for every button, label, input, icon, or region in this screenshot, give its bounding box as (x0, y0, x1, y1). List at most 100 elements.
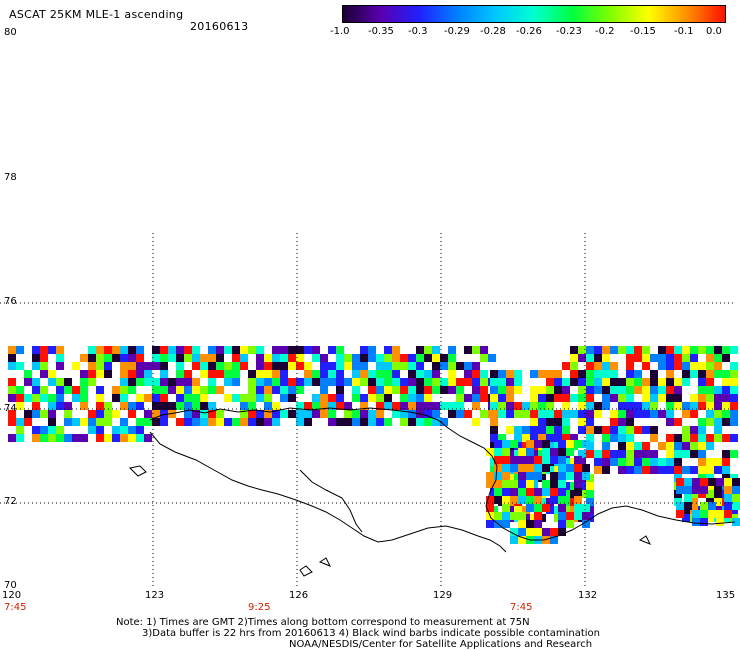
wind-cell (626, 458, 634, 466)
wind-cell (432, 370, 440, 378)
wind-cell (732, 494, 740, 502)
wind-cell (104, 418, 112, 426)
wind-cell (176, 378, 184, 386)
wind-cell (534, 464, 542, 472)
wind-cell (562, 386, 570, 394)
wind-cell (368, 346, 376, 354)
wind-cell (542, 536, 550, 544)
wind-cell (618, 394, 626, 402)
wind-cell (144, 434, 152, 442)
wind-cell (264, 386, 272, 394)
wind-cell (128, 434, 136, 442)
wind-cell (518, 528, 526, 536)
wind-cell (546, 410, 554, 418)
wind-cell (208, 362, 216, 370)
wind-cell (464, 394, 472, 402)
wind-cell (700, 478, 708, 486)
wind-cell (642, 394, 650, 402)
wind-cell (136, 402, 144, 410)
wind-cell (328, 410, 336, 418)
wind-cell (256, 418, 264, 426)
wind-cell (626, 362, 634, 370)
wind-cell (550, 528, 558, 536)
wind-cell (626, 370, 634, 378)
wind-cell (582, 440, 590, 448)
wind-cell (296, 410, 304, 418)
wind-cell (432, 378, 440, 386)
wind-cell (224, 418, 232, 426)
wind-cell (432, 418, 440, 426)
wind-cell (626, 346, 634, 354)
wind-cell (642, 426, 650, 434)
wind-cell (690, 402, 698, 410)
wind-cell (104, 346, 112, 354)
wind-cell (666, 418, 674, 426)
wind-cell (650, 402, 658, 410)
island-small-3 (318, 557, 332, 567)
wind-cell (642, 442, 650, 450)
wind-cell (424, 386, 432, 394)
wind-cell (594, 450, 602, 458)
wind-cell (400, 354, 408, 362)
wind-cell (542, 480, 550, 488)
wind-cell (416, 402, 424, 410)
wind-cell (594, 410, 602, 418)
wind-cell (312, 394, 320, 402)
wind-cell (566, 512, 574, 520)
wind-cell (578, 378, 586, 386)
wind-cell (128, 410, 136, 418)
wind-cell (152, 346, 160, 354)
wind-cell (526, 496, 534, 504)
wind-cell (456, 410, 464, 418)
wind-cell (550, 456, 558, 464)
wind-cell (546, 418, 554, 426)
lat-lon-grid (0, 233, 735, 588)
wind-cell (586, 378, 594, 386)
wind-cell (352, 370, 360, 378)
wind-cell (666, 346, 674, 354)
wind-cell (690, 410, 698, 418)
wind-cell (296, 418, 304, 426)
wind-cell (574, 496, 582, 504)
wind-cell (168, 402, 176, 410)
wind-cell (408, 410, 416, 418)
wind-cell (730, 418, 738, 426)
wind-cell (650, 386, 658, 394)
wind-cell (184, 410, 192, 418)
wind-cell (722, 458, 730, 466)
wind-cell (40, 370, 48, 378)
lon-label: 126 (289, 590, 309, 601)
wind-cell (288, 394, 296, 402)
wind-cell (618, 450, 626, 458)
wind-cell (152, 410, 160, 418)
scale-label: -0.15 (630, 26, 656, 37)
wind-cell (192, 354, 200, 362)
wind-cell (706, 490, 714, 498)
wind-cell (400, 362, 408, 370)
wind-cell (578, 418, 586, 426)
wind-cell (160, 346, 168, 354)
wind-cell (80, 418, 88, 426)
wind-cell (424, 394, 432, 402)
wind-cell (574, 440, 582, 448)
scale-label: -0.26 (516, 26, 542, 37)
wind-cell (128, 370, 136, 378)
wind-cell (16, 362, 24, 370)
wind-cell (706, 346, 714, 354)
wind-cell (168, 386, 176, 394)
plot-date: 20160613 (190, 20, 249, 33)
wind-cell (534, 456, 542, 464)
wind-cell (534, 504, 542, 512)
wind-cell (706, 466, 714, 474)
wind-cell (494, 464, 502, 472)
wind-cell (594, 362, 602, 370)
wind-cell (120, 354, 128, 362)
wind-cell (320, 386, 328, 394)
wind-cell (674, 378, 682, 386)
wind-cell (650, 370, 658, 378)
wind-cell (256, 370, 264, 378)
wind-cell (96, 418, 104, 426)
wind-cell (700, 502, 708, 510)
wind-cell (594, 458, 602, 466)
wind-cell (558, 512, 566, 520)
